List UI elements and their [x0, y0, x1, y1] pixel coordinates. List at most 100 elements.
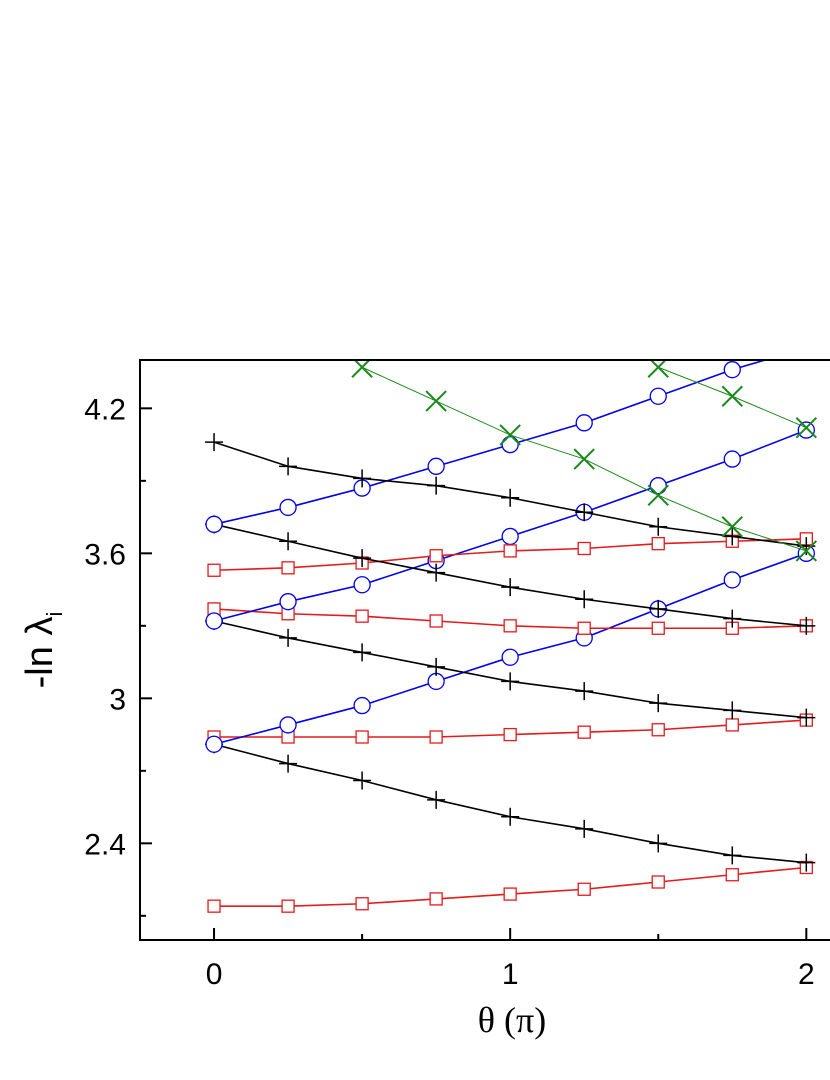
x-tick-label: 1 [502, 958, 519, 991]
plus-marker [575, 682, 594, 701]
x-marker [425, 390, 447, 412]
plus-marker [501, 807, 520, 826]
circle-marker [798, 340, 814, 356]
plus-marker [427, 657, 446, 676]
plus-marker [501, 672, 520, 691]
square-marker [503, 544, 517, 558]
square-marker [725, 718, 739, 732]
square-marker [429, 614, 443, 628]
x-marker [795, 540, 818, 562]
square-marker [355, 730, 369, 744]
plus-marker [575, 590, 594, 609]
plus-marker [501, 578, 520, 597]
circle-marker [205, 612, 223, 630]
plus-marker [649, 694, 668, 713]
square-marker [355, 897, 369, 911]
circle-marker [723, 361, 741, 379]
square-marker [577, 621, 591, 635]
plus-marker [279, 457, 298, 476]
x-marker [647, 484, 669, 507]
circle-marker [279, 498, 297, 517]
square-marker [651, 621, 665, 635]
circle-marker [575, 414, 593, 432]
plot-area [205, 340, 818, 913]
plus-marker [723, 846, 742, 865]
plus-marker [797, 616, 816, 635]
x-marker [721, 516, 743, 538]
square-marker [651, 875, 665, 889]
x-marker [721, 385, 743, 407]
square-marker [577, 725, 591, 739]
y-axis-label-main: -ln λ [19, 617, 61, 689]
y-axis-label: -ln λi [19, 612, 67, 689]
square-marker [503, 619, 517, 633]
plus-marker [279, 532, 298, 551]
plus-marker [427, 790, 446, 809]
plus-marker [205, 433, 224, 452]
plus-marker [797, 708, 816, 727]
plus-marker [575, 819, 594, 838]
circle-marker [205, 735, 223, 753]
plus-marker [649, 517, 668, 536]
y-tick-label: 4.2 [84, 393, 126, 426]
x-marker [499, 424, 521, 446]
square-marker [281, 899, 295, 913]
square-marker [207, 899, 221, 913]
plus-marker [797, 853, 816, 872]
circle-marker [427, 457, 445, 475]
plus-marker [353, 549, 372, 568]
circle-marker [279, 716, 297, 734]
plus-marker [501, 488, 520, 507]
x-axis-label: θ (π) [478, 1000, 546, 1040]
circle-marker [723, 571, 741, 589]
square-marker [429, 892, 443, 906]
square-marker [207, 563, 221, 577]
plus-marker [723, 527, 742, 546]
plus-marker [279, 754, 298, 773]
circle-marker [501, 435, 519, 454]
square-marker [503, 887, 517, 901]
square-marker [355, 609, 369, 623]
plus-marker [279, 628, 298, 647]
square-marker [651, 723, 665, 737]
square-marker [281, 561, 295, 575]
y-tick-label: 3.6 [84, 538, 126, 571]
square-marker [725, 868, 739, 882]
circle-marker [501, 527, 519, 546]
x-tick-label: 2 [798, 958, 815, 991]
series-line [213, 620, 807, 719]
x-marker [795, 416, 818, 439]
plus-marker [353, 643, 372, 662]
circle-marker [649, 387, 667, 405]
square-marker [577, 882, 591, 896]
square-marker [429, 730, 443, 744]
plus-marker [649, 834, 668, 853]
circle-marker [205, 515, 223, 533]
x-tick-label: 0 [206, 958, 223, 991]
series-line [213, 743, 807, 864]
circle-marker [649, 477, 667, 495]
y-tick-label: 3 [109, 683, 126, 716]
square-marker [429, 549, 443, 563]
x-marker [573, 448, 595, 470]
circle-marker [353, 576, 371, 594]
plus-marker [353, 771, 372, 790]
plus-marker [575, 503, 594, 522]
plus-marker [427, 476, 446, 495]
square-marker [503, 727, 517, 742]
y-axis-label-sub: i [42, 612, 67, 617]
square-marker [651, 537, 665, 551]
plus-marker [723, 701, 742, 720]
circle-marker [501, 648, 519, 666]
y-tick-label: 2.4 [84, 828, 126, 861]
plus-marker [649, 599, 668, 618]
square-marker [577, 541, 591, 556]
plus-marker [723, 609, 742, 628]
circle-marker [723, 450, 741, 468]
circle-marker [797, 421, 815, 439]
plus-marker [427, 563, 446, 582]
plus-marker [353, 469, 372, 488]
circle-marker [353, 696, 371, 715]
circle-marker [279, 593, 297, 611]
